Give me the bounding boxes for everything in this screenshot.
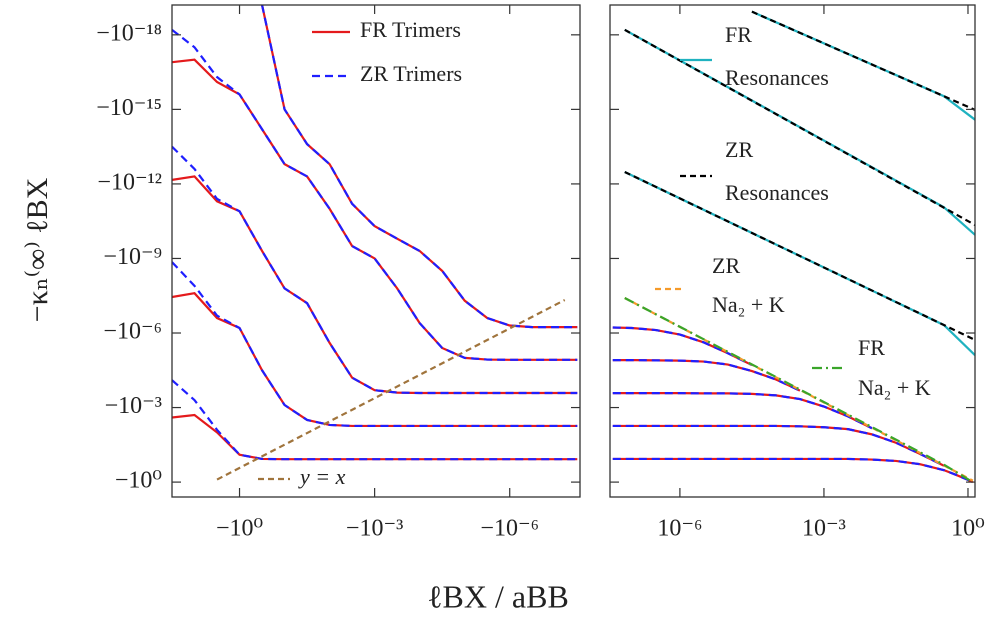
legend-label: ZR Trimers [360, 61, 462, 86]
curve [172, 145, 578, 395]
x-axis-label: ℓBX / aBB [427, 578, 569, 614]
y-axis-label: −κₙ⁽∞⁾ ℓBX [21, 177, 54, 322]
curve [624, 170, 975, 341]
y-tick-label: −10⁻⁶ [103, 319, 162, 345]
legend-line: Resonances [725, 65, 829, 90]
y-tick-label: −10⁰ [115, 468, 162, 494]
legend-line: FR [858, 335, 885, 360]
curve [216, 299, 566, 481]
curve [624, 28, 975, 226]
legend-line: Na₂ + K [712, 292, 785, 317]
x-tick-label: −10⁻⁶ [480, 516, 539, 542]
panel-frame [609, 4, 976, 498]
legend-label: ZR Resonances [725, 137, 829, 205]
legend-label: ZR Na₂ + K [712, 253, 785, 317]
curve [172, 28, 578, 361]
legend-label: y = x [298, 464, 346, 489]
curve [612, 457, 974, 484]
legend-label: FR Resonances [725, 22, 829, 90]
curve [612, 424, 945, 467]
y-tick-label: −10⁻⁹ [103, 244, 162, 270]
plot-area [612, 10, 975, 484]
curve [751, 10, 975, 121]
x-tick-label: 10⁰ [951, 516, 985, 542]
legend-line: FR [725, 22, 752, 47]
curve [612, 358, 801, 392]
curve [624, 297, 974, 484]
curve [612, 457, 974, 484]
y-tick-label: −10⁻¹² [97, 169, 162, 195]
y-tick-label: −10⁻³ [105, 393, 162, 419]
x-tick-label: 10⁻³ [802, 516, 846, 542]
curve [612, 392, 873, 430]
x-tick-label: −10⁻³ [346, 516, 403, 542]
panel-frame [171, 4, 581, 498]
curve [172, 413, 578, 461]
curve [260, 5, 578, 329]
plot-area [172, 5, 578, 481]
y-tick-label: −10⁻¹⁵ [96, 95, 162, 121]
legend-line: ZR [725, 137, 753, 162]
curve [172, 261, 578, 428]
curve [172, 379, 578, 461]
x-tick-label: −10⁰ [216, 516, 263, 542]
x-tick-label: 10⁻⁶ [657, 516, 702, 542]
curve [172, 58, 578, 361]
legend-line: ZR [712, 253, 740, 278]
legend-label: FR Trimers [360, 17, 461, 42]
curve [751, 10, 975, 111]
curve [612, 326, 753, 367]
legend-line: Na₂ + K [858, 375, 931, 400]
legend-line: Resonances [725, 180, 829, 205]
y-tick-label: −10⁻¹⁸ [96, 20, 162, 46]
curve [260, 5, 578, 329]
legend-label: FR Na₂ + K [858, 335, 931, 400]
